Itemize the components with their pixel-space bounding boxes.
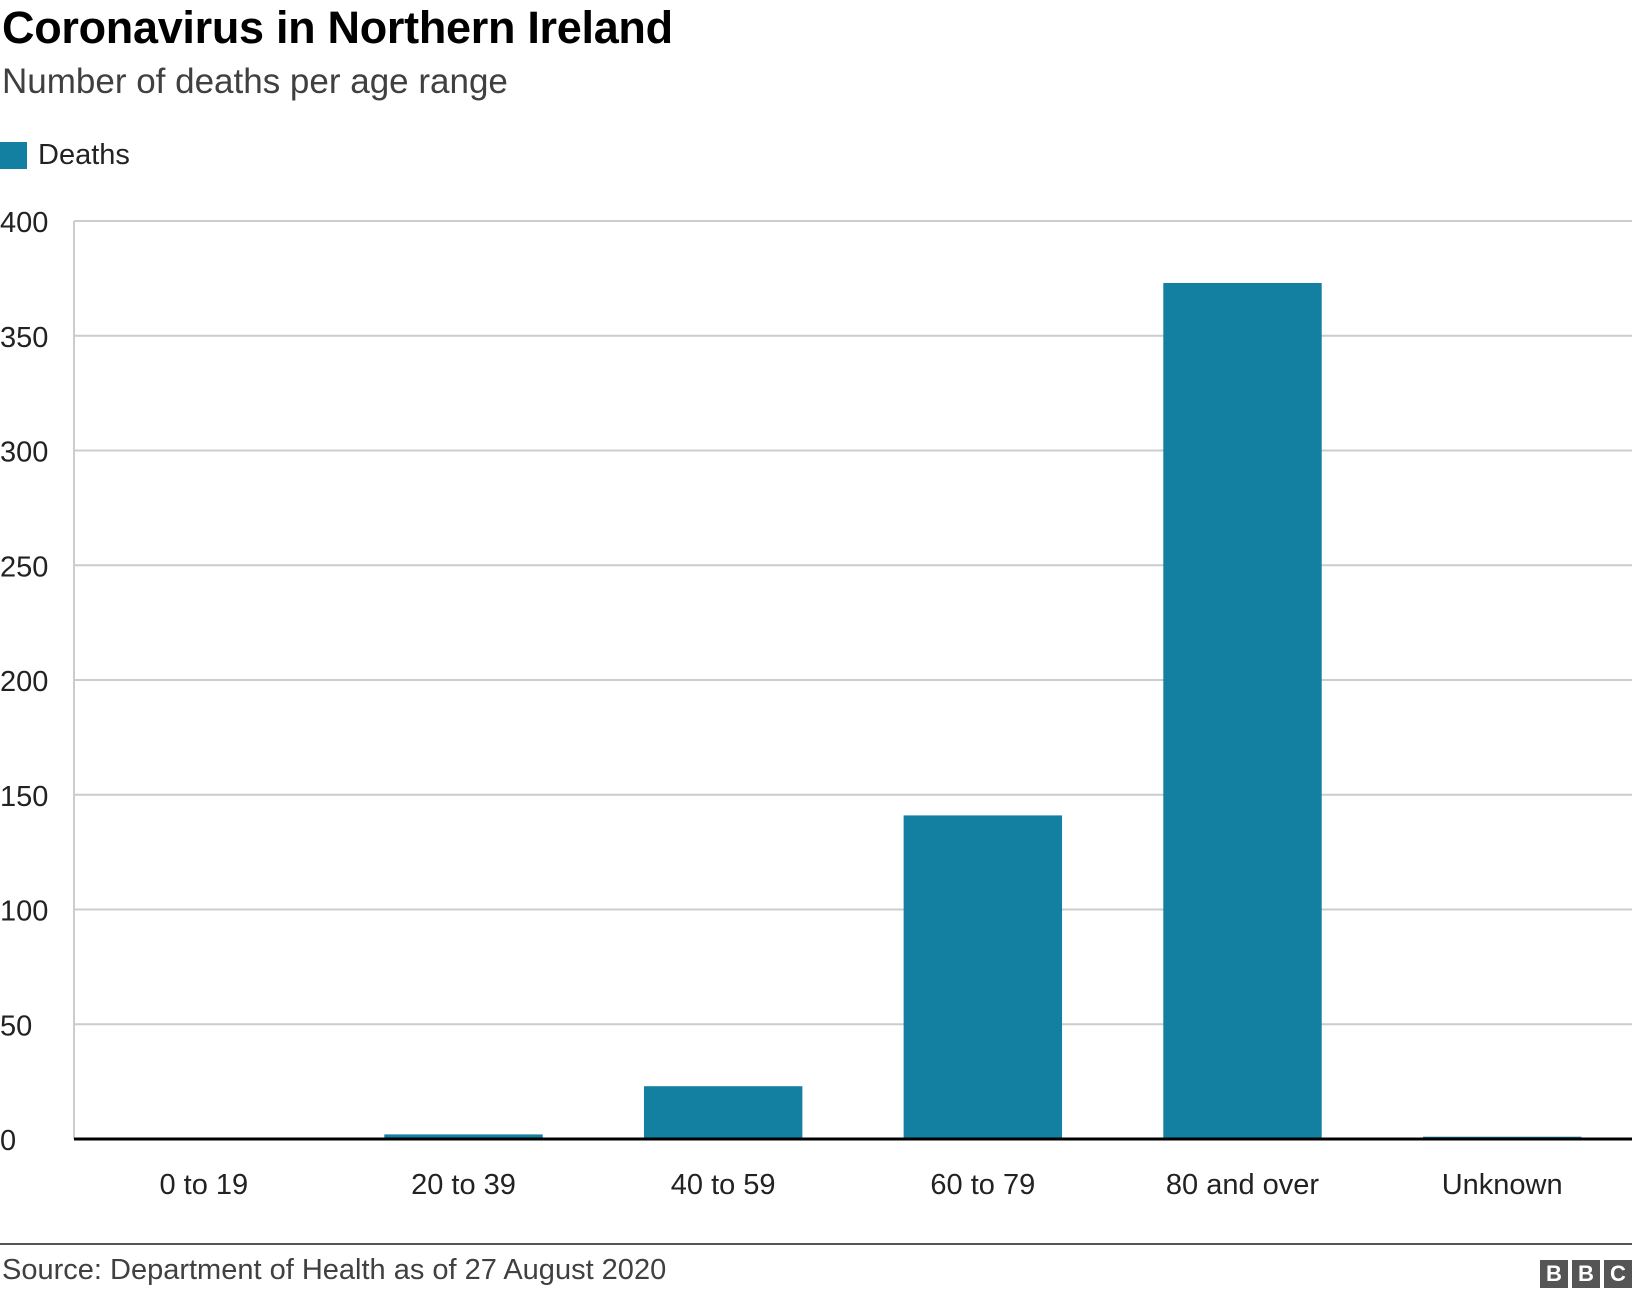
x-tick-label-4: 80 and over <box>1166 1169 1320 1201</box>
bbc-logo: B B C <box>1540 1260 1632 1288</box>
bar-4 <box>1163 282 1322 1140</box>
bbc-logo-letter-1: B <box>1540 1260 1568 1288</box>
y-tick-label-350: 350 <box>0 322 48 354</box>
bar-3 <box>903 815 1063 1139</box>
x-tick-label-0: 0 to 19 <box>159 1169 248 1201</box>
legend: Deaths <box>0 138 130 172</box>
footer-divider <box>0 1243 1632 1245</box>
y-tick-label-200: 200 <box>0 666 48 698</box>
bbc-logo-letter-2: B <box>1572 1260 1600 1288</box>
bar-1 <box>384 1134 543 1139</box>
chart-title: Coronavirus in Northern Ireland <box>2 2 673 53</box>
legend-swatch-deaths <box>0 141 27 169</box>
chart-subtitle: Number of deaths per age range <box>2 62 508 101</box>
legend-label-deaths: Deaths <box>38 138 130 171</box>
x-tick-label-5: Unknown <box>1442 1169 1563 1201</box>
y-tick-label-250: 250 <box>0 551 48 583</box>
y-tick-label-150: 150 <box>0 781 48 813</box>
y-tick-label-300: 300 <box>0 437 48 469</box>
x-tick-label-2: 40 to 59 <box>671 1169 776 1201</box>
source-note: Source: Department of Health as of 27 Au… <box>2 1254 667 1286</box>
x-tick-label-3: 60 to 79 <box>930 1169 1035 1201</box>
x-tick-label-1: 20 to 39 <box>411 1169 516 1201</box>
bar-2 <box>643 1086 803 1139</box>
y-tick-label-400: 400 <box>0 207 48 239</box>
y-tick-label-100: 100 <box>0 896 48 928</box>
bar-chart: 0 50 100 150 200 250 300 350 400 0 to 19 20 to 39 4… <box>0 207 1632 1201</box>
bbc-logo-letter-3: C <box>1604 1260 1632 1288</box>
y-tick-label-0: 0 <box>0 1125 16 1157</box>
y-tick-label-50: 50 <box>0 1010 32 1042</box>
